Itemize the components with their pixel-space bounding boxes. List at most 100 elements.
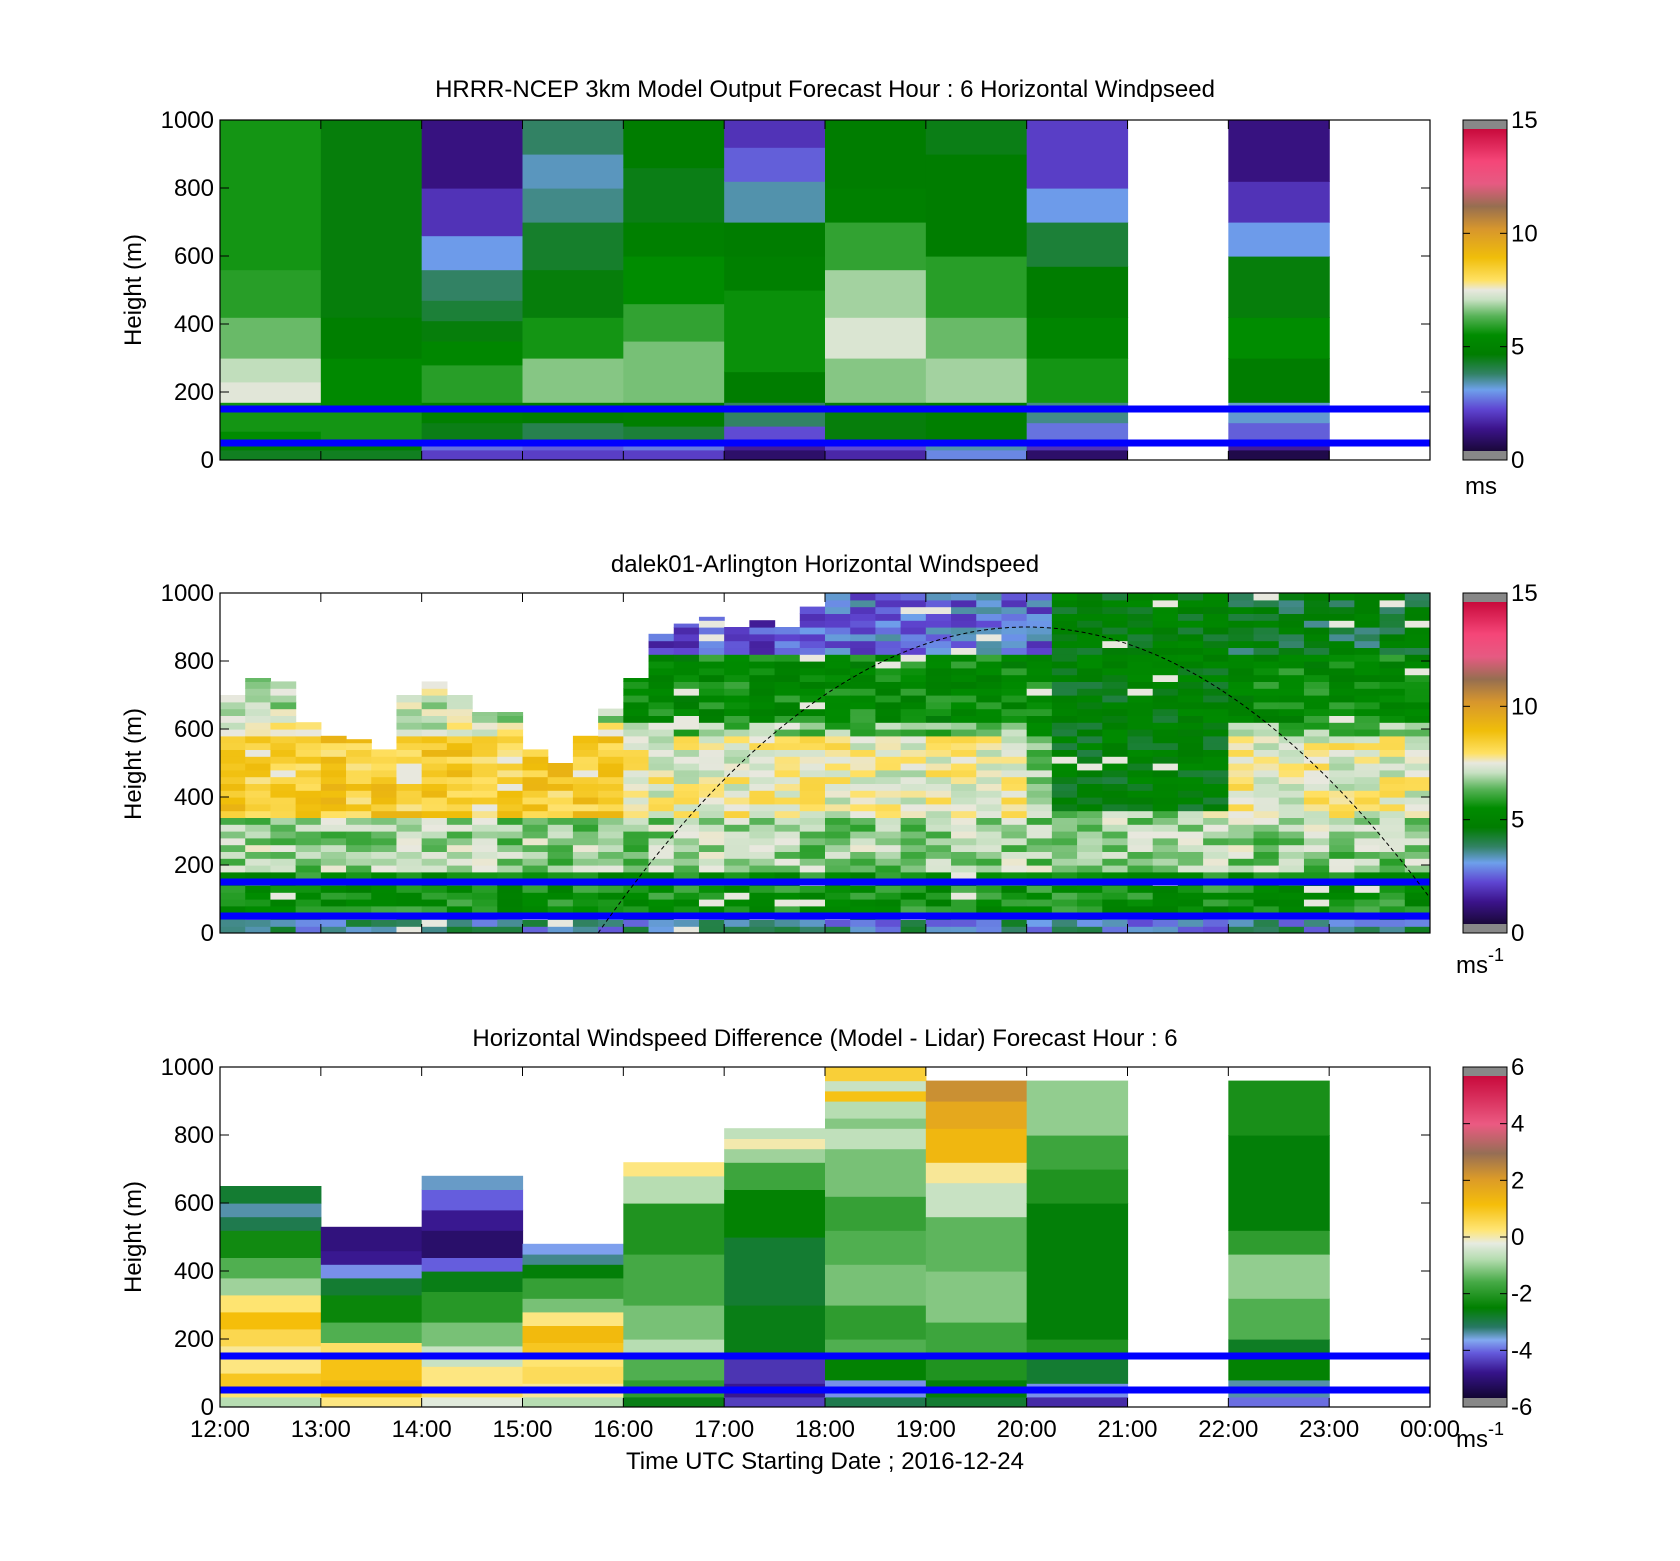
heatmap-cell: [951, 831, 977, 839]
heatmap-cell: [472, 871, 498, 880]
heatmap-cell: [774, 885, 801, 893]
heatmap-cell: [396, 865, 423, 873]
heatmap-cell: [850, 661, 877, 669]
heatmap-cell: [320, 742, 347, 750]
heatmap-cell: [1127, 729, 1154, 737]
heatmap-cell: [825, 1080, 927, 1092]
heatmap-cell: [698, 627, 725, 635]
heatmap-cell: [875, 606, 902, 614]
heatmap-cell: [1026, 1396, 1129, 1407]
heatmap-cell: [446, 763, 473, 771]
heatmap-cell: [951, 715, 977, 723]
heatmap-cell: [270, 831, 297, 839]
heatmap-cell: [1127, 627, 1154, 635]
heatmap-cell: [673, 858, 700, 866]
heatmap-cell: [1152, 640, 1179, 648]
heatmap-cell: [925, 449, 1028, 460]
heatmap-cell: [1354, 831, 1381, 839]
heatmap-cell: [774, 647, 801, 655]
heatmap-cell: [270, 817, 297, 825]
heatmap-cell: [976, 803, 1003, 812]
heatmap-cell: [1102, 749, 1129, 757]
heatmap-cell: [497, 837, 524, 846]
heatmap-cell: [1329, 633, 1355, 642]
heatmap-cell: [951, 817, 977, 825]
heatmap-cell: [799, 776, 826, 784]
heatmap-cell: [245, 919, 272, 927]
heatmap-cell: [825, 1118, 927, 1129]
heatmap-cell: [1102, 627, 1129, 635]
heatmap-cell: [1077, 858, 1103, 866]
heatmap-cell: [925, 1162, 1028, 1184]
heatmap-cell: [1303, 620, 1330, 628]
heatmap-cell: [1026, 695, 1053, 703]
heatmap-cell: [1379, 926, 1406, 933]
heatmap-cell: [1379, 735, 1406, 744]
heatmap-cell: [900, 803, 927, 812]
heatmap-cell: [1203, 858, 1229, 866]
heatmap-cell: [1077, 647, 1103, 655]
heatmap-cell: [295, 769, 322, 778]
heatmap-cell: [446, 837, 473, 846]
heatmap-cell: [1228, 831, 1255, 839]
heatmap-cell: [346, 749, 372, 757]
heatmap-cell: [1228, 627, 1255, 635]
heatmap-cell: [1404, 661, 1430, 669]
heatmap-cell: [1026, 1356, 1129, 1384]
heatmap-cell: [1177, 926, 1204, 933]
heatmap-cell: [825, 892, 851, 900]
heatmap-cell: [1077, 715, 1103, 723]
heatmap-cell: [1379, 899, 1406, 907]
heatmap-cell: [1026, 837, 1053, 846]
heatmap-cell: [1001, 661, 1028, 669]
heatmap-cell: [673, 844, 700, 852]
heatmap-cell: [598, 899, 624, 907]
heatmap-cell: [1001, 817, 1028, 825]
heatmap-cell: [799, 661, 826, 669]
heatmap-cell: [1203, 831, 1229, 839]
heatmap-cell: [1303, 790, 1330, 798]
heatmap-cell: [623, 851, 650, 859]
heatmap-cell: [1303, 844, 1330, 852]
heatmap-cell: [497, 926, 524, 933]
heatmap-cell: [825, 599, 851, 608]
colorbar-tick-label: -2: [1511, 1281, 1532, 1308]
heatmap-cell: [396, 858, 423, 866]
heatmap-cell: [1001, 674, 1028, 682]
heatmap-cell: [1026, 715, 1053, 723]
heatmap-cell: [850, 640, 877, 648]
heatmap-cell: [1177, 654, 1204, 662]
heatmap-cell: [1329, 892, 1355, 900]
heatmap-cell: [1379, 783, 1406, 791]
heatmap-cell: [220, 885, 246, 893]
heatmap-cell: [421, 824, 448, 832]
heatmap-cell: [1001, 593, 1028, 601]
heatmap-cell: [724, 831, 750, 839]
heatmap-cell: [1228, 647, 1255, 655]
heatmap-cell: [925, 640, 952, 648]
heatmap-cell: [825, 593, 851, 601]
heatmap-cell: [925, 885, 952, 893]
heatmap-cell: [421, 783, 448, 791]
heatmap-cell: [1253, 633, 1280, 642]
heatmap-cell: [421, 688, 448, 696]
heatmap-cell: [825, 633, 851, 642]
heatmap-cell: [724, 147, 826, 182]
x-tick-label: 12:00: [190, 1416, 250, 1443]
heatmap-cell: [220, 1345, 322, 1357]
heatmap-cell: [1077, 695, 1103, 703]
heatmap-cell: [774, 905, 801, 914]
heatmap-cell: [875, 803, 902, 812]
heatmap-cell: [245, 735, 272, 744]
heatmap-cell: [850, 654, 877, 662]
heatmap-cell: [976, 695, 1003, 703]
heatmap-cell: [421, 722, 448, 730]
heatmap-cell: [1177, 858, 1204, 866]
heatmap-cell: [572, 735, 599, 744]
heatmap-cell: [1404, 892, 1430, 900]
heatmap-cell: [1278, 633, 1305, 642]
heatmap-cell: [1354, 722, 1381, 730]
heatmap-cell: [1278, 593, 1305, 601]
heatmap-cell: [925, 647, 952, 655]
heatmap-cell: [1253, 871, 1280, 880]
